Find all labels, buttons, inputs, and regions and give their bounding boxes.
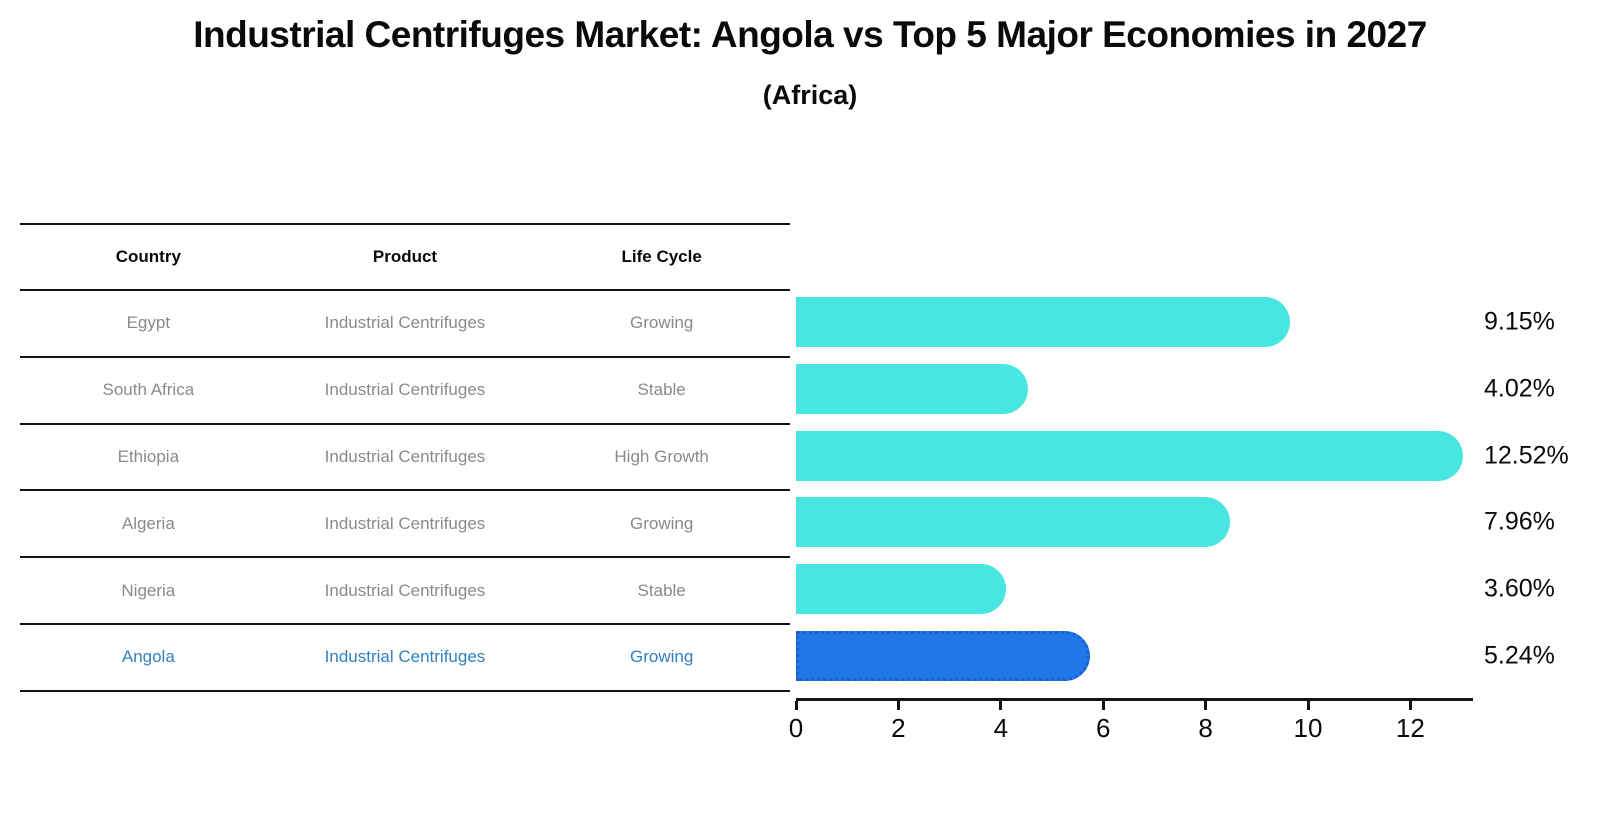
cell-product: Industrial Centrifuges — [324, 647, 486, 667]
bar-row-egypt: 9.15% — [796, 297, 1555, 347]
bar-south-africa — [796, 363, 1028, 414]
cell-country: Algeria — [121, 513, 175, 533]
table-row-nigeria: Nigeria Industrial Centrifuges Stable — [20, 557, 790, 624]
axis-tick-label: 10 — [1293, 713, 1323, 743]
bar-row-nigeria: 3.60% — [796, 564, 1555, 615]
bar-chart: 9.15% 4.02% 12.52% 7.96% 3.60% 5.24% — [796, 297, 1569, 687]
cell-country: South Africa — [102, 380, 195, 400]
axis-tick-mark — [1306, 701, 1310, 710]
table-row-ethiopia: Ethiopia Industrial Centrifuges High Growt… — [20, 423, 790, 491]
axis-tick-mark — [1204, 701, 1208, 710]
table-row-algeria: Algeria Industrial Centrifuges Growing — [20, 490, 790, 557]
bar-value-label: 9.15% — [1484, 307, 1555, 336]
bar-nigeria — [796, 564, 1007, 615]
bar-row-angola: 5.24% — [796, 631, 1555, 681]
axis-tick-label: 12 — [1395, 713, 1425, 743]
table-row-south-africa: South Africa Industrial Centrifuges Stable — [20, 356, 790, 424]
bar-value-label: 3.60% — [1484, 574, 1555, 603]
table-row-egypt: Egypt Industrial Centrifuges Growing — [20, 290, 790, 357]
cell-product: Industrial Centrifuges — [324, 380, 486, 400]
bar-algeria — [796, 497, 1230, 548]
cell-product: Industrial Centrifuges — [324, 513, 486, 533]
cell-country: Angola — [121, 647, 175, 667]
country-table: Country Product Life Cycle Egypt Industrial… — [20, 223, 790, 692]
cell-life-cycle: Stable — [637, 380, 686, 400]
table-header-row: Country Product Life Cycle — [20, 224, 790, 290]
x-axis: 0 2 4 6 8 10 12 — [789, 698, 1473, 743]
bar-row-ethiopia: 12.52% — [796, 430, 1569, 481]
bar-row-algeria: 7.96% — [796, 497, 1555, 548]
bar-value-label: 4.02% — [1484, 374, 1555, 403]
bar-value-label: 12.52% — [1484, 441, 1569, 470]
cell-life-cycle: High Growth — [614, 446, 709, 466]
bar-value-label: 5.24% — [1484, 641, 1555, 670]
page-subtitle: (Africa) — [762, 80, 858, 110]
column-header-product: Product — [372, 247, 438, 266]
cell-life-cycle: Growing — [630, 647, 694, 667]
bar-egypt — [796, 297, 1291, 347]
column-header-life-cycle: Life Cycle — [621, 247, 702, 266]
cell-product: Industrial Centrifuges — [324, 446, 486, 466]
cell-country: Nigeria — [121, 580, 176, 600]
cell-life-cycle: Stable — [637, 580, 686, 600]
axis-tick-label: 6 — [1095, 713, 1111, 743]
cell-life-cycle: Growing — [630, 513, 694, 533]
axis-tick-mark — [1101, 701, 1105, 710]
axis-tick-label: 8 — [1198, 713, 1213, 743]
cell-product: Industrial Centrifuges — [324, 313, 486, 333]
axis-tick-mark — [896, 701, 900, 710]
table-row-angola: Angola Industrial Centrifuges Growing — [20, 623, 790, 691]
axis-tick-label: 4 — [993, 713, 1009, 743]
axis-tick-mark — [999, 701, 1003, 710]
cell-country: Ethiopia — [117, 446, 180, 466]
bar-angola — [796, 631, 1091, 681]
cell-life-cycle: Growing — [630, 313, 694, 333]
cell-country: Egypt — [126, 313, 171, 333]
axis-tick-mark — [794, 701, 798, 710]
cell-product: Industrial Centrifuges — [324, 580, 486, 600]
bar-ethiopia — [796, 430, 1464, 481]
page-title: Industrial Centrifuges Market: Angola vs… — [193, 14, 1427, 55]
axis-tick-mark — [1408, 701, 1412, 710]
bar-row-south-africa: 4.02% — [796, 363, 1555, 414]
axis-tick-label: 2 — [891, 713, 906, 743]
bar-value-label: 7.96% — [1484, 507, 1555, 536]
column-header-country: Country — [115, 247, 181, 266]
axis-tick-label: 0 — [788, 713, 804, 743]
